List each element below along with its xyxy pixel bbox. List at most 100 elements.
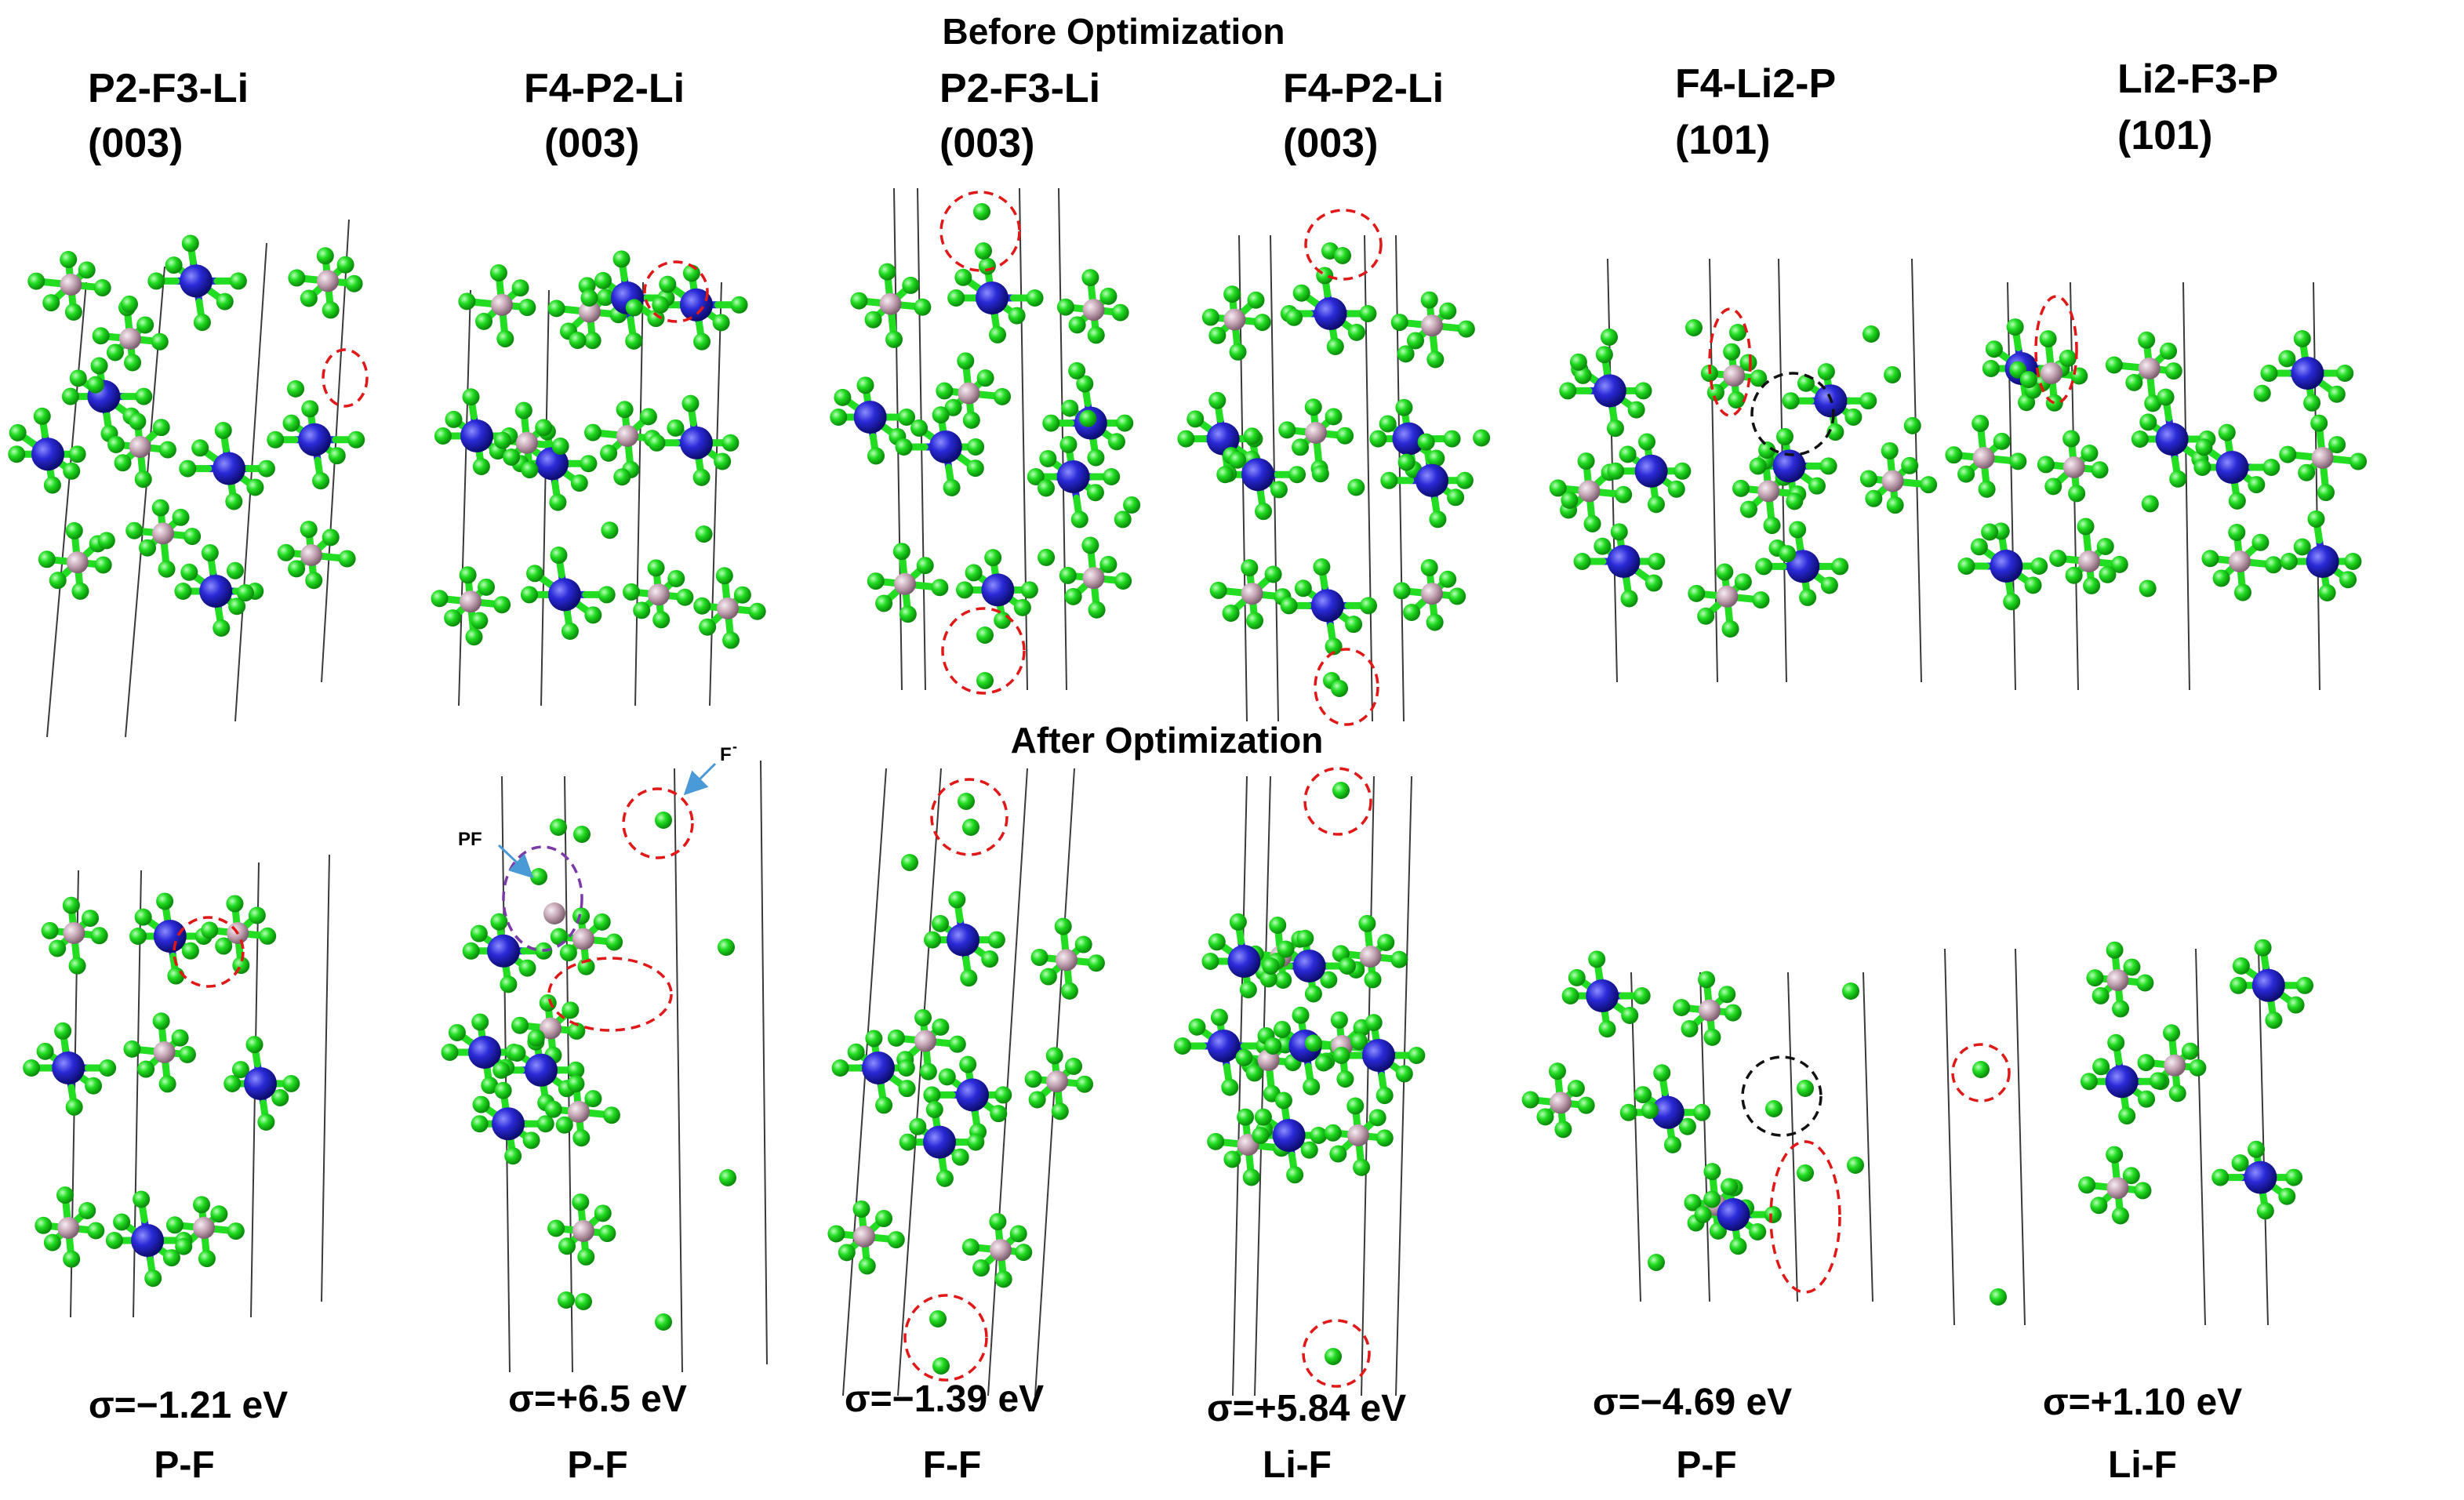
fluorine-atom [1789, 521, 1807, 539]
fluorine-atom [158, 1075, 176, 1093]
fluorine-atom [899, 605, 917, 623]
lithium-atom [1392, 422, 1426, 456]
fluorine-atom [2139, 413, 2157, 431]
fluorine-atom [2248, 1140, 2266, 1158]
fluorine-atom [1060, 982, 1078, 1000]
fluorine-atom [193, 314, 211, 332]
phosphorus-atom [460, 590, 482, 613]
fluorine-atom [224, 1075, 242, 1092]
fluorine-atom [175, 1237, 193, 1255]
fluorine-atom [124, 354, 142, 372]
fluorine-atom [105, 1232, 123, 1249]
fluorine-atom [902, 276, 920, 294]
fluorine-atom [1561, 987, 1579, 1004]
phosphorus-atom [2229, 550, 2251, 572]
fluorine-atom [472, 1095, 490, 1113]
fluorine-atom [943, 478, 961, 496]
fluorine-atom [1039, 968, 1057, 986]
fluorine-atom [214, 422, 232, 440]
fluorine-atom [699, 618, 717, 636]
fluorine-atom [616, 401, 634, 419]
fluorine-atom [613, 468, 631, 486]
fluorine-atom [1884, 365, 1902, 383]
fluorine-atom [1042, 414, 1060, 432]
fluorine-atom [38, 550, 56, 568]
fluorine-atom [271, 1089, 289, 1107]
fluorine-atom [1270, 481, 1288, 499]
fluorine-atom [987, 931, 1005, 949]
fluorine-atom [733, 586, 751, 604]
fluorine-atom [2265, 556, 2283, 574]
fluorine-atom [878, 263, 896, 281]
fluorine-atom [1990, 1288, 2007, 1306]
fluorine-atom [90, 927, 108, 945]
fluorine-atom [94, 556, 112, 574]
fluorine-atom [1288, 466, 1307, 484]
fluorine-atom [895, 438, 913, 456]
fluorine-atom [1216, 466, 1234, 484]
lithium-atom [1056, 460, 1090, 493]
fluorine-atom [1842, 982, 1859, 1000]
fluorine-atom [1331, 680, 1348, 697]
column-4-plane: (003) [1283, 121, 1378, 166]
fluorine-atom [2303, 394, 2321, 412]
fluorine-atom [336, 256, 354, 274]
fluorine-atom [1799, 588, 1817, 606]
fluorine-atom [625, 332, 643, 350]
lithium-atom [1362, 1039, 1395, 1072]
lithium-atom [947, 923, 979, 957]
fluorine-atom [2256, 1202, 2274, 1220]
fluorine-atom [2106, 941, 2124, 959]
fluorine-atom [257, 1113, 275, 1131]
fluorine-atom [2111, 1207, 2129, 1225]
fluorine-atom [1447, 488, 1465, 507]
fluorine-atom [459, 566, 477, 584]
phosphorus-atom [1699, 999, 1721, 1022]
fluorine-atom [1826, 423, 1844, 441]
fluorine-atom [1674, 462, 1692, 480]
fluorine-atom [655, 812, 672, 829]
column-4-energy: σ=+5.84 eV [1207, 1388, 1406, 1429]
fluorine-atom [948, 1035, 966, 1053]
fluorine-atom [1395, 398, 1413, 416]
fluorine-atom [1627, 401, 1645, 419]
lithium-atom [460, 419, 493, 452]
highlight-circle [1708, 307, 1752, 417]
lithium-atom [853, 401, 887, 434]
fluorine-atom [1721, 620, 1739, 638]
fluorine-atom [1577, 1096, 1595, 1114]
column-4-name: F4-P2-Li [1283, 66, 1444, 111]
unit-cell-edge [2258, 948, 2269, 1326]
phosphorus-atom [60, 274, 82, 296]
fluorine-atom [231, 1061, 249, 1079]
fluorine-atom [2096, 537, 2114, 555]
column-2-plane: (003) [544, 121, 639, 166]
fluorine-atom [1065, 1057, 1083, 1075]
fluorine-atom [1310, 1127, 1328, 1144]
fluorine-atom [1358, 914, 1376, 932]
fluorine-atom [966, 459, 984, 478]
fluorine-atom [856, 376, 874, 394]
fluorine-atom [1286, 1166, 1304, 1184]
lithium-atom [2105, 1065, 2139, 1099]
fluorine-atom [748, 602, 766, 620]
fluorine-atom [33, 407, 51, 425]
fluorine-atom [1573, 553, 1591, 570]
fluorine-atom [1223, 1150, 1241, 1168]
fluorine-atom [972, 1259, 990, 1277]
fluorine-atom [2068, 485, 2086, 503]
fluorine-atom [43, 476, 61, 494]
fluorine-atom [2045, 394, 2063, 412]
fluorine-atom [1752, 591, 1770, 609]
fluorine-atom [1408, 1047, 1426, 1064]
fluorine-atom [2228, 524, 2246, 542]
fluorine-atom [282, 414, 300, 432]
fluorine-atom [1648, 1254, 1665, 1271]
fluorine-atom [1376, 1087, 1394, 1105]
fluorine-atom [123, 1040, 141, 1058]
fluorine-atom [1723, 343, 1741, 361]
lithium-atom [2306, 545, 2339, 578]
fluorine-atom [1859, 392, 1877, 410]
fluorine-atom [944, 398, 962, 416]
fluorine-atom [471, 1115, 489, 1133]
